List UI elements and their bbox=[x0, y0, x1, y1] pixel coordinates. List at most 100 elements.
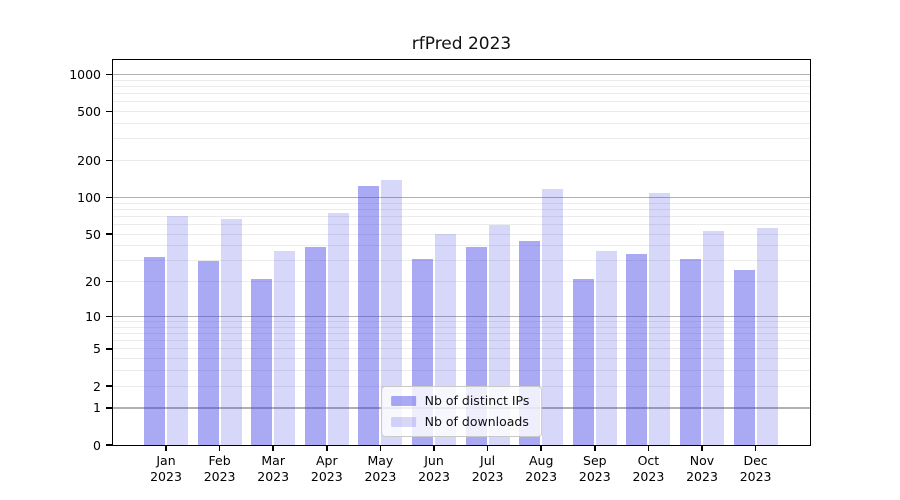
x-tick-mark-nov-2023 bbox=[701, 445, 703, 451]
gridline-minor-400 bbox=[113, 122, 810, 124]
x-tick-label-jul-2023: Jul 2023 bbox=[471, 453, 504, 484]
bar-nb-of-distinct-ips-apr-2023 bbox=[304, 247, 326, 445]
y-tick-mark-500 bbox=[106, 110, 113, 113]
x-tick-label-jan-2023: Jan 2023 bbox=[150, 453, 182, 484]
gridline-major-100 bbox=[113, 196, 810, 199]
bar-nb-of-downloads-apr-2023 bbox=[327, 213, 349, 445]
y-tick-mark-200 bbox=[106, 159, 113, 162]
bar-nb-of-downloads-oct-2023 bbox=[649, 193, 671, 445]
plot-area: Nb of distinct IPs Nb of downloads bbox=[112, 59, 811, 446]
x-tick-mark-aug-2023 bbox=[540, 445, 542, 451]
y-tick-mark-50 bbox=[106, 233, 113, 235]
x-tick-label-sep-2023: Sep 2023 bbox=[578, 453, 611, 484]
legend-item-downloads: Nb of downloads bbox=[390, 414, 530, 429]
y-tick-label-5: 5 bbox=[93, 341, 101, 357]
y-tick-mark-10 bbox=[106, 315, 113, 318]
x-tick-mark-oct-2023 bbox=[647, 445, 650, 451]
y-tick-label-1000: 1000 bbox=[69, 66, 101, 82]
gridline-minor-60 bbox=[113, 223, 810, 225]
gridline-minor-20 bbox=[113, 281, 810, 283]
legend-label-downloads: Nb of downloads bbox=[424, 414, 529, 429]
y-tick-label-100: 100 bbox=[77, 189, 101, 205]
y-tick-mark-2 bbox=[106, 385, 113, 387]
gridline-major-1000 bbox=[113, 73, 810, 76]
bar-nb-of-downloads-may-2023 bbox=[381, 180, 403, 445]
y-tick-label-200: 200 bbox=[77, 153, 101, 169]
x-tick-mark-mar-2023 bbox=[272, 445, 274, 451]
x-tick-mark-dec-2023 bbox=[754, 445, 757, 451]
x-tick-mark-jan-2023 bbox=[165, 445, 167, 451]
gridline-minor-500 bbox=[113, 111, 810, 113]
bar-nb-of-distinct-ips-sep-2023 bbox=[572, 279, 594, 445]
x-tick-label-oct-2023: Oct 2023 bbox=[632, 453, 665, 484]
gridline-minor-8 bbox=[113, 326, 810, 328]
y-tick-mark-1 bbox=[106, 407, 113, 409]
x-tick-label-apr-2023: Apr 2023 bbox=[310, 453, 343, 484]
bar-nb-of-distinct-ips-oct-2023 bbox=[626, 254, 648, 445]
bars-layer bbox=[113, 60, 810, 445]
gridline-minor-200 bbox=[113, 160, 810, 162]
x-tick-label-dec-2023: Dec 2023 bbox=[739, 453, 772, 484]
gridline-minor-50 bbox=[113, 233, 810, 235]
bar-nb-of-distinct-ips-may-2023 bbox=[358, 186, 380, 445]
y-tick-mark-0 bbox=[106, 444, 113, 446]
gridline-minor-800 bbox=[113, 85, 810, 87]
x-tick-label-feb-2023: Feb 2023 bbox=[203, 453, 236, 484]
x-tick-label-nov-2023: Nov 2023 bbox=[686, 453, 718, 484]
y-tick-mark-5 bbox=[106, 348, 113, 350]
gridline-minor-3 bbox=[113, 370, 810, 372]
gridline-minor-5 bbox=[113, 348, 810, 350]
x-tick-label-jun-2023: Jun 2023 bbox=[418, 453, 450, 484]
y-tick-label-2: 2 bbox=[93, 378, 101, 394]
gridline-minor-80 bbox=[113, 208, 810, 210]
legend-swatch-distinct-ips bbox=[390, 395, 416, 406]
y-tick-mark-1000 bbox=[106, 73, 113, 76]
legend-item-distinct-ips: Nb of distinct IPs bbox=[390, 393, 530, 408]
x-tick-mark-apr-2023 bbox=[326, 445, 328, 451]
x-tick-mark-jun-2023 bbox=[433, 445, 435, 451]
bar-nb-of-downloads-feb-2023 bbox=[220, 218, 242, 445]
x-tick-label-mar-2023: Mar 2023 bbox=[257, 453, 290, 484]
x-tick-mark-sep-2023 bbox=[594, 445, 596, 451]
gridline-minor-9 bbox=[113, 320, 810, 322]
y-tick-label-20: 20 bbox=[85, 274, 101, 290]
gridline-minor-90 bbox=[113, 202, 810, 204]
legend: Nb of distinct IPs Nb of downloads bbox=[380, 386, 543, 437]
x-tick-mark-may-2023 bbox=[379, 445, 382, 451]
x-tick-label-aug-2023: Aug 2023 bbox=[525, 453, 558, 484]
x-tick-mark-jul-2023 bbox=[486, 445, 489, 451]
gridline-minor-30 bbox=[113, 260, 810, 262]
bar-nb-of-downloads-sep-2023 bbox=[595, 251, 617, 445]
y-tick-label-500: 500 bbox=[77, 104, 101, 120]
y-tick-label-10: 10 bbox=[85, 308, 101, 324]
bar-nb-of-distinct-ips-jan-2023 bbox=[144, 257, 165, 445]
y-tick-mark-100 bbox=[106, 196, 113, 199]
gridline-minor-6 bbox=[113, 340, 810, 342]
chart-title: rfPred 2023 bbox=[411, 34, 512, 54]
gridlines-layer bbox=[113, 60, 810, 445]
legend-swatch-downloads bbox=[390, 416, 416, 427]
gridline-minor-4 bbox=[113, 358, 810, 360]
gridline-minor-700 bbox=[113, 93, 810, 95]
gridline-minor-70 bbox=[113, 215, 810, 217]
y-tick-label-1: 1 bbox=[93, 400, 101, 416]
x-tick-label-may-2023: May 2023 bbox=[364, 453, 397, 484]
bar-nb-of-downloads-mar-2023 bbox=[274, 251, 296, 445]
gridline-minor-300 bbox=[113, 138, 810, 140]
bar-nb-of-downloads-aug-2023 bbox=[542, 189, 564, 445]
bar-nb-of-distinct-ips-mar-2023 bbox=[251, 279, 273, 445]
gridline-minor-600 bbox=[113, 101, 810, 103]
bar-nb-of-downloads-dec-2023 bbox=[756, 228, 778, 445]
legend-label-distinct-ips: Nb of distinct IPs bbox=[424, 393, 530, 408]
gridline-minor-40 bbox=[113, 245, 810, 247]
bar-nb-of-distinct-ips-dec-2023 bbox=[733, 270, 755, 445]
y-tick-mark-20 bbox=[106, 280, 113, 283]
gridline-minor-7 bbox=[113, 332, 810, 334]
bar-nb-of-downloads-jan-2023 bbox=[167, 215, 188, 445]
y-tick-label-50: 50 bbox=[85, 226, 101, 242]
y-tick-label-0: 0 bbox=[93, 437, 101, 453]
bar-nb-of-distinct-ips-nov-2023 bbox=[680, 259, 701, 445]
gridline-major-10 bbox=[113, 315, 810, 318]
bar-nb-of-distinct-ips-feb-2023 bbox=[197, 260, 219, 445]
